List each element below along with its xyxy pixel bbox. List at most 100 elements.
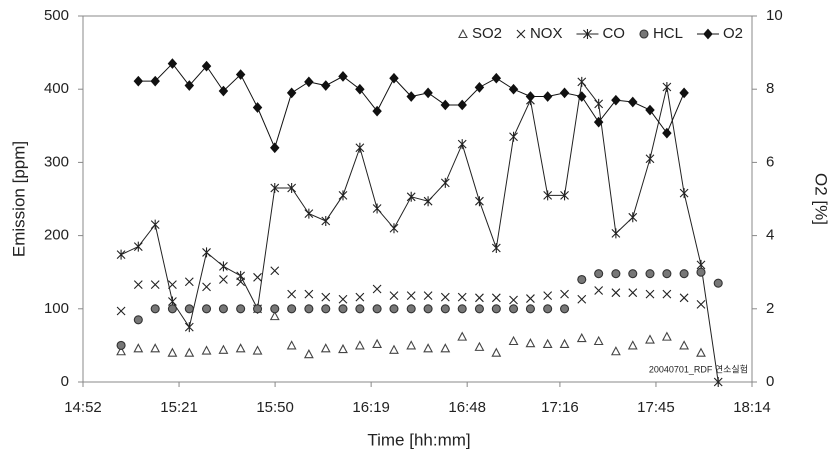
marker-asterisk	[287, 183, 297, 194]
marker-circle	[133, 315, 143, 325]
legend-item: O2	[696, 25, 743, 42]
marker-circle	[491, 304, 501, 314]
marker-asterisk	[389, 223, 399, 234]
marker-asterisk	[406, 191, 416, 202]
marker-diamond	[662, 127, 672, 139]
marker-x	[321, 292, 331, 302]
marker-asterisk	[338, 190, 348, 201]
marker-triangle	[661, 331, 672, 341]
marker-diamond	[270, 142, 280, 154]
marker-circle	[406, 304, 416, 314]
marker-triangle	[559, 338, 570, 348]
marker-asterisk	[509, 131, 518, 142]
marker-asterisk	[583, 29, 592, 39]
marker-triangle	[696, 347, 706, 357]
marker-x	[270, 266, 280, 276]
marker-diamond	[474, 82, 485, 93]
marker-circle	[287, 304, 297, 314]
y-tick-label: 0	[61, 373, 69, 390]
marker-x	[491, 293, 501, 303]
marker-diamond	[542, 91, 553, 102]
y2-tick-label: 4	[766, 227, 774, 244]
legend-item: NOX	[516, 25, 562, 42]
marker-circle	[457, 304, 467, 314]
y-tick-label: 500	[44, 7, 69, 24]
marker-triangle	[389, 344, 399, 354]
marker-asterisk	[457, 139, 467, 150]
x-tick-label: 17:16	[541, 399, 579, 416]
marker-diamond	[235, 69, 246, 80]
marker-x	[679, 293, 689, 303]
marker-circle	[662, 269, 672, 279]
x-axis-title: Time [hh:mm]	[367, 430, 470, 449]
marker-x	[645, 289, 655, 299]
marker-asterisk	[150, 219, 160, 230]
marker-diamond	[577, 91, 587, 102]
y-tick-label: 100	[44, 300, 69, 317]
marker-x	[611, 288, 621, 298]
marker-x	[516, 29, 526, 39]
marker-diamond	[167, 58, 178, 69]
marker-triangle	[167, 347, 178, 357]
marker-diamond	[201, 60, 212, 72]
marker-circle	[508, 304, 519, 314]
x-tick-label: 15:21	[160, 399, 198, 416]
marker-circle	[440, 304, 450, 314]
marker-asterisk	[713, 377, 723, 387]
marker-x	[253, 272, 262, 282]
marker-asterisk	[304, 208, 314, 219]
plot-frame	[82, 15, 753, 383]
marker-diamond	[304, 76, 314, 88]
legend-item: HCL	[639, 25, 683, 42]
marker-circle	[201, 304, 212, 314]
marker-x	[594, 286, 604, 295]
marker-triangle	[218, 344, 229, 354]
marker-triangle	[508, 335, 519, 346]
y2-tick-label: 6	[766, 153, 774, 170]
marker-x	[662, 289, 672, 299]
marker-diamond	[611, 94, 621, 106]
marker-triangle	[201, 345, 212, 355]
marker-asterisk	[543, 190, 553, 201]
marker-x	[355, 292, 365, 302]
marker-x	[389, 291, 399, 301]
y-tick-label: 200	[44, 227, 69, 244]
y-tick-label: 300	[44, 153, 69, 170]
marker-triangle	[252, 345, 263, 355]
marker-diamond	[389, 72, 399, 84]
marker-circle	[639, 29, 649, 39]
marker-triangle	[440, 343, 451, 353]
marker-x	[338, 294, 348, 304]
marker-x	[372, 284, 382, 294]
marker-asterisk	[270, 183, 280, 194]
marker-asterisk	[219, 261, 228, 272]
marker-asterisk	[577, 76, 587, 87]
marker-asterisk	[645, 153, 655, 164]
marker-triangle	[542, 338, 553, 348]
marker-triangle	[184, 347, 195, 357]
marker-asterisk	[372, 203, 382, 214]
marker-asterisk	[662, 82, 672, 93]
legend-label: SO2	[472, 25, 502, 42]
marker-circle	[594, 269, 604, 279]
marker-asterisk	[560, 190, 569, 201]
marker-circle	[628, 269, 638, 279]
y2-tick-label: 2	[766, 300, 774, 317]
marker-circle	[611, 269, 621, 279]
marker-diamond	[703, 28, 713, 40]
marker-asterisk	[440, 177, 450, 188]
marker-x	[304, 289, 314, 299]
marker-diamond	[559, 87, 570, 99]
marker-x	[116, 306, 126, 316]
marker-triangle	[150, 343, 161, 353]
marker-diamond	[679, 87, 689, 99]
marker-asterisk	[611, 228, 621, 239]
marker-circle	[150, 304, 160, 314]
y-axis-title: Emission [ppm]	[9, 141, 28, 257]
marker-x	[150, 280, 160, 290]
marker-diamond	[508, 83, 519, 95]
marker-diamond	[406, 91, 416, 102]
marker-triangle	[474, 341, 485, 351]
marker-triangle	[269, 310, 280, 321]
marker-triangle	[372, 338, 383, 348]
